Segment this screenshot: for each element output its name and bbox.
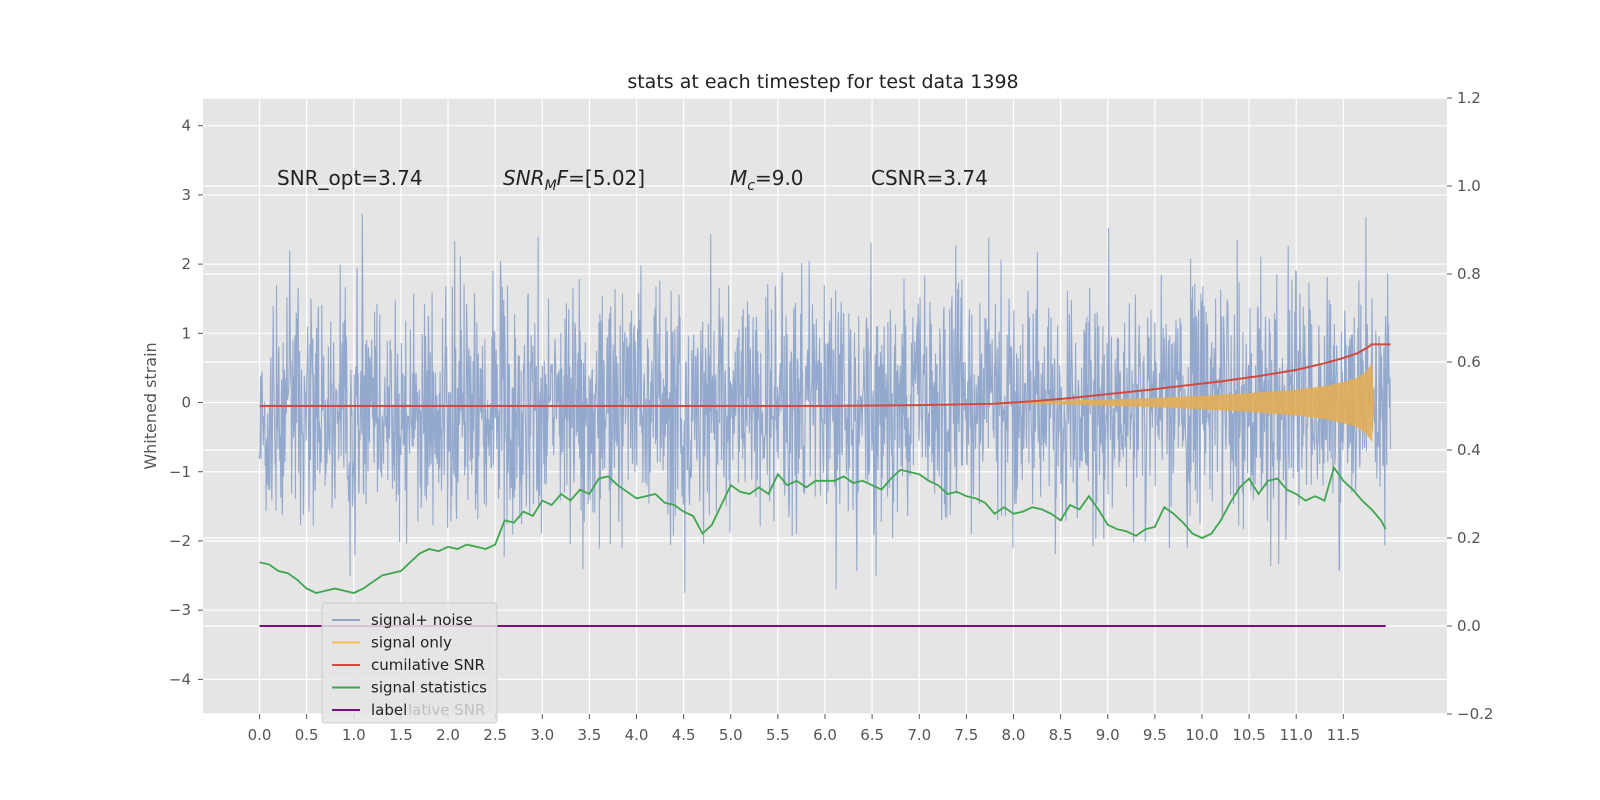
y-tick-label-left: −1 — [169, 463, 191, 481]
x-tick-label: 7.0 — [907, 726, 931, 744]
y-tick-label-left: −3 — [169, 601, 191, 619]
annotation-snr-mf-main: SNR — [503, 166, 545, 190]
x-tick-label: 2.0 — [436, 726, 460, 744]
annotation-mc: Mc=9.0 — [730, 166, 804, 194]
y-tick-label-left: 2 — [181, 255, 191, 273]
series-signal-only — [994, 363, 1374, 442]
x-tick-label: 7.5 — [954, 726, 978, 744]
annotation-mc-main: M — [730, 166, 747, 190]
series-signal-noise — [258, 213, 1392, 593]
x-tick-label: 4.5 — [672, 726, 696, 744]
y-tick-label-left: 0 — [181, 394, 191, 412]
y-tick-label-right: −0.2 — [1457, 705, 1493, 723]
axis-ticks: 0.0 0.5 1.0 1.5 2.0 2.5 3.0 3.5 4.0 4.5 5.0 5.5 6.0 6… — [169, 89, 1494, 744]
x-tick-label: 6.0 — [813, 726, 837, 744]
y-tick-label-right: 0.4 — [1457, 441, 1481, 459]
x-tick-label: 0.0 — [248, 726, 272, 744]
y-tick-label-right: 1.2 — [1457, 89, 1481, 107]
legend-entry: cumilative SNR — [371, 656, 485, 674]
x-tick-label: 9.5 — [1143, 726, 1167, 744]
annotation-snr-mf-rest: =[5.02] — [568, 166, 645, 190]
x-tick-label: 5.0 — [719, 726, 743, 744]
x-tick-label: 3.5 — [577, 726, 601, 744]
legend-entry: label — [371, 701, 407, 719]
x-tick-label: 8.0 — [1002, 726, 1026, 744]
chart-title: stats at each timestep for test data 139… — [627, 71, 1018, 93]
x-tick-label: 11.5 — [1327, 726, 1360, 744]
annotation-mc-sub: c — [747, 178, 755, 194]
annotation-snr-mf: SNRMF=[5.02] — [503, 166, 645, 194]
annotation-csnr: CSNR=3.74 — [871, 166, 988, 190]
plot-area — [258, 213, 1392, 627]
y-axis-label: Whitened strain — [141, 342, 160, 469]
x-tick-label: 9.0 — [1096, 726, 1120, 744]
y-tick-label-right: 1.0 — [1457, 177, 1481, 195]
y-tick-label-left: −2 — [169, 532, 191, 550]
legend-entry: signal+ noise — [371, 611, 473, 629]
y-tick-label-right: 0.0 — [1457, 617, 1481, 635]
x-tick-label: 1.0 — [342, 726, 366, 744]
x-tick-label: 1.5 — [389, 726, 413, 744]
y-tick-label-left: 3 — [181, 186, 191, 204]
y-tick-label-right: 0.8 — [1457, 265, 1481, 283]
x-tick-label: 11.0 — [1280, 726, 1313, 744]
series-signal-statistics — [259, 465, 1387, 594]
x-tick-label: 6.5 — [860, 726, 884, 744]
annotation-mc-rest: =9.0 — [755, 166, 804, 190]
legend-entry: signal only — [371, 634, 452, 652]
annotations: SNR_opt=3.74 SNRMF=[5.02] Mc=9.0 CSNR=3.… — [277, 166, 988, 194]
annotation-snr-mf-f: F — [557, 166, 569, 190]
x-tick-label: 3.0 — [530, 726, 554, 744]
x-tick-label: 4.0 — [625, 726, 649, 744]
x-tick-label: 5.5 — [766, 726, 790, 744]
annotation-snr-mf-sub: M — [545, 178, 557, 194]
legend-entry: signal statistics — [371, 679, 487, 697]
x-tick-label: 2.5 — [483, 726, 507, 744]
y-tick-label-left: 4 — [181, 117, 191, 135]
legend: signal+ noise signal only cumilative SNR si… — [321, 602, 498, 724]
y-tick-label-left: 1 — [181, 324, 191, 342]
legend-ghost-text: lative SNR — [408, 701, 485, 719]
x-tick-label: 10.0 — [1185, 726, 1218, 744]
legend-box — [321, 602, 498, 724]
x-tick-label: 8.5 — [1049, 726, 1073, 744]
y-tick-label-left: −4 — [169, 670, 191, 688]
y-tick-label-right: 0.6 — [1457, 353, 1481, 371]
y-tick-label-right: 0.2 — [1457, 529, 1481, 547]
x-tick-label: 0.5 — [295, 726, 319, 744]
x-tick-label: 10.5 — [1232, 726, 1265, 744]
annotation-snr-opt: SNR_opt=3.74 — [277, 166, 423, 190]
series-cumilative-snr — [259, 343, 1391, 407]
